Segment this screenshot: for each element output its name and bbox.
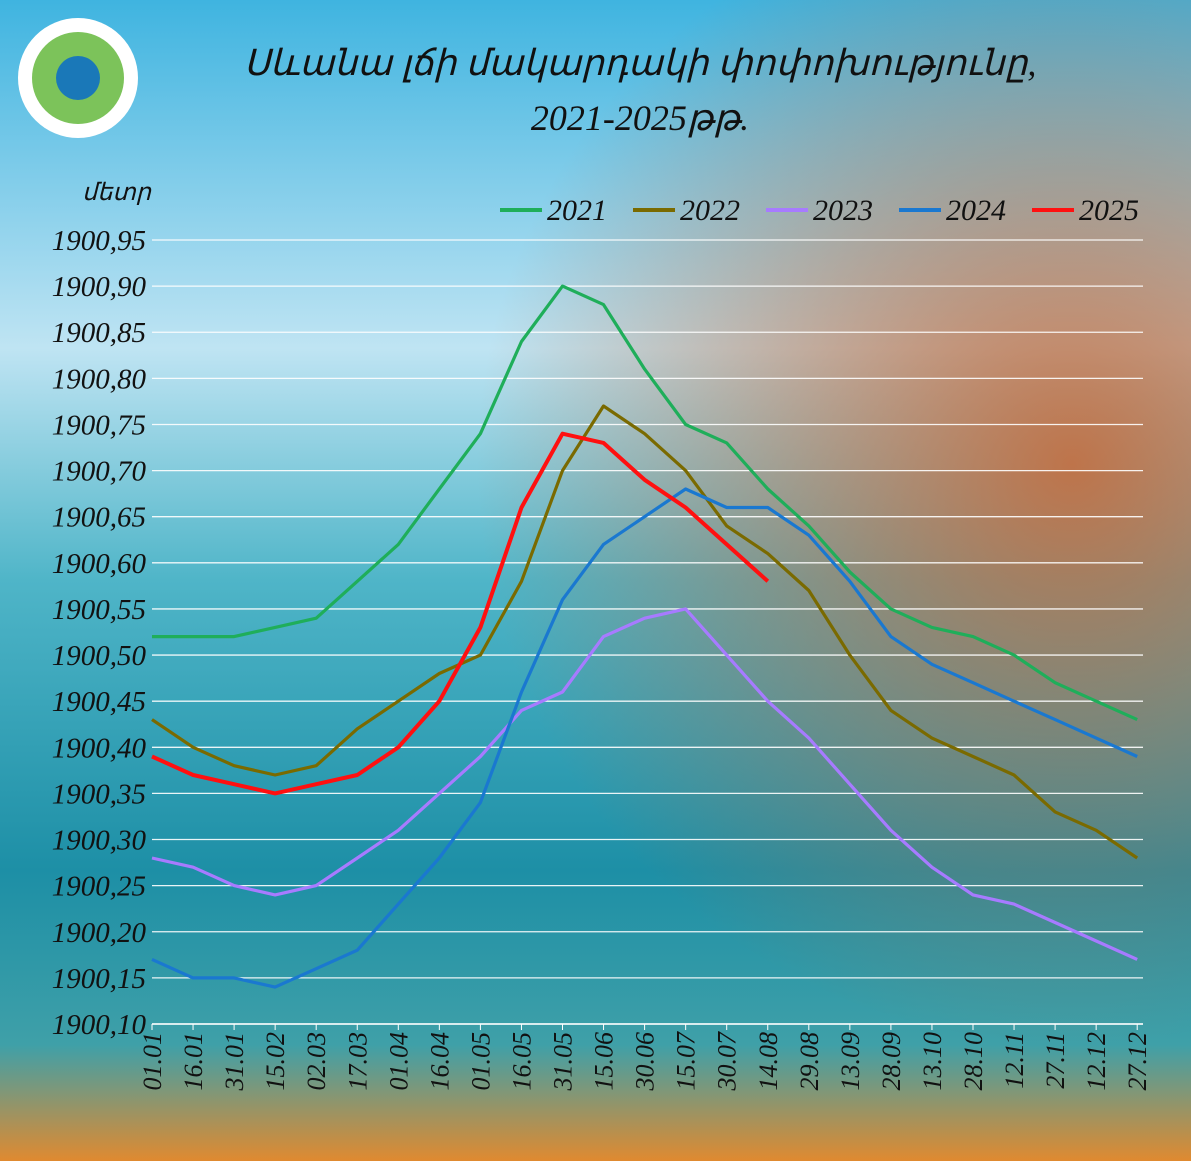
y-tick-label: 1900,20 (52, 917, 147, 949)
legend-label: 2024 (946, 194, 1006, 227)
y-tick-label: 1900,85 (52, 317, 146, 349)
x-tick-label: 28.10 (959, 1032, 988, 1091)
x-tick-label: 01.01 (138, 1032, 167, 1091)
series-line (151, 431, 770, 796)
y-tick-label: 1900,15 (52, 963, 146, 995)
y-tick-label: 1900,55 (52, 594, 146, 626)
series-line (151, 487, 1138, 989)
y-tick-label: 1900,10 (52, 1009, 147, 1041)
x-tick-label: 12.12 (1082, 1032, 1111, 1091)
x-tick-label: 01.05 (466, 1032, 495, 1091)
legend-label: 2023 (813, 194, 873, 227)
y-tick-label: 1900,40 (52, 732, 147, 764)
series-line (151, 404, 1139, 860)
x-tick-label: 14.08 (754, 1032, 783, 1091)
legend-label: 2022 (680, 194, 740, 227)
x-tick-label: 13.09 (836, 1032, 865, 1091)
y-tick-label: 1900,70 (52, 456, 147, 488)
y-tick-label: 1900,80 (52, 363, 147, 395)
x-tick-label: 31.05 (549, 1032, 578, 1092)
y-tick-label: 1900,75 (52, 409, 146, 441)
x-tick-label: 31.01 (220, 1032, 249, 1092)
y-tick-label: 1900,60 (52, 548, 147, 580)
series-line (152, 284, 1138, 722)
x-tick-label: 30.07 (713, 1031, 742, 1092)
y-tick-label: 1900,65 (52, 502, 146, 534)
x-tick-label: 12.11 (1000, 1032, 1029, 1089)
x-tick-label: 28.09 (877, 1032, 906, 1091)
x-tick-label: 13.10 (918, 1032, 947, 1091)
x-tick-label: 01.04 (384, 1032, 413, 1091)
legend-label: 2021 (547, 194, 607, 227)
x-tick-label: 02.03 (302, 1032, 331, 1091)
x-tick-label: 27.11 (1041, 1032, 1070, 1089)
x-tick-label: 15.02 (261, 1032, 290, 1091)
chart-title: 2021-2025թթ. (531, 98, 749, 138)
x-tick-label: 29.08 (795, 1032, 824, 1091)
x-tick-label: 16.05 (507, 1032, 536, 1091)
x-tick-label: 17.03 (343, 1032, 372, 1091)
logo (18, 18, 138, 138)
y-tick-label: 1900,50 (52, 640, 147, 672)
x-tick-label: 16.01 (179, 1032, 208, 1091)
x-tick-label: 15.07 (672, 1031, 701, 1091)
y-tick-label: 1900,45 (52, 686, 146, 718)
x-tick-label: 16.04 (425, 1032, 454, 1091)
y-axis-label: մետր (82, 180, 152, 206)
legend-label: 2025 (1079, 194, 1139, 227)
x-tick-label: 15.06 (590, 1032, 619, 1091)
y-tick-label: 1900,95 (52, 225, 146, 257)
y-tick-label: 1900,25 (52, 871, 146, 903)
series-line (151, 607, 1138, 961)
x-tick-label: 27.12 (1123, 1032, 1152, 1091)
y-tick-label: 1900,35 (52, 778, 146, 810)
x-tick-label: 30.06 (631, 1032, 660, 1092)
chart-title: Սևանա լճի մակարդակի փոփոխությունը, (244, 43, 1037, 83)
y-tick-label: 1900,30 (52, 825, 147, 857)
y-tick-label: 1900,90 (52, 271, 147, 303)
